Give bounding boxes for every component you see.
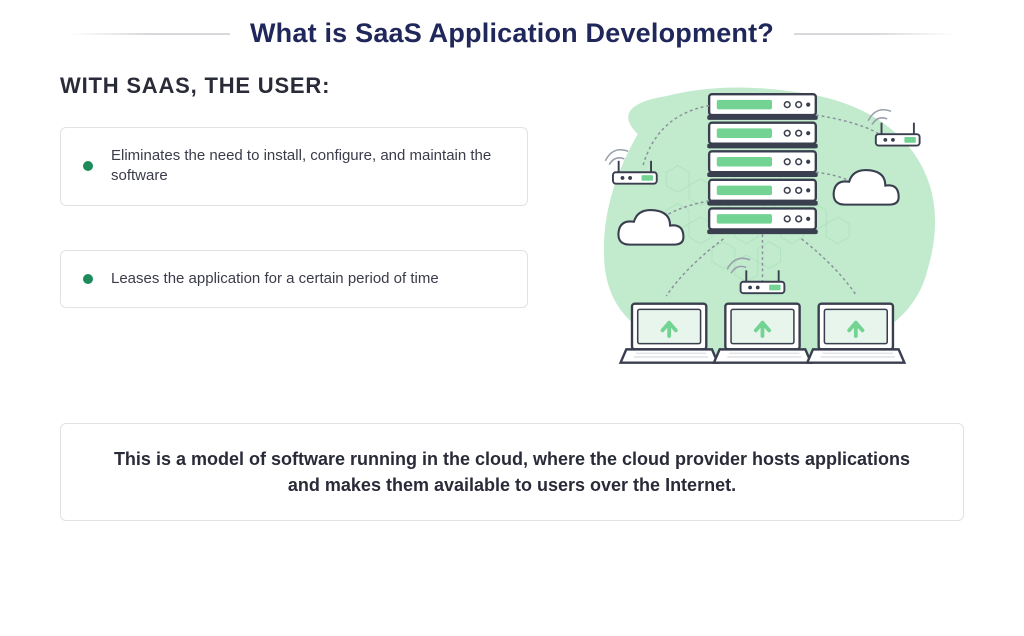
right-column [540, 73, 964, 391]
bullet-card: Eliminates the need to install, configur… [60, 127, 528, 206]
bullet-dot-icon [83, 161, 93, 171]
footer-card: This is a model of software running in t… [60, 423, 964, 521]
bullet-dot-icon [83, 274, 93, 284]
footer-text: This is a model of software running in t… [97, 446, 927, 498]
content-area: WITH SAAS, THE USER: Eliminates the need… [0, 73, 1024, 391]
bullet-text: Eliminates the need to install, configur… [111, 146, 505, 187]
page-title: What is SaaS Application Development? [250, 18, 774, 49]
title-divider-right [794, 33, 954, 35]
cloud-server-illustration [552, 77, 952, 391]
bullet-card: Leases the application for a certain per… [60, 250, 528, 308]
subheading: WITH SAAS, THE USER: [60, 73, 528, 99]
laptop-icon [621, 304, 718, 363]
laptop-icon [714, 304, 811, 363]
laptop-icon [807, 304, 904, 363]
bullet-text: Leases the application for a certain per… [111, 269, 439, 289]
page-container: What is SaaS Application Development? WI… [0, 0, 1024, 636]
server-stack-icon [707, 94, 817, 234]
left-column: WITH SAAS, THE USER: Eliminates the need… [60, 73, 528, 391]
title-row: What is SaaS Application Development? [0, 0, 1024, 73]
router-icon [876, 123, 920, 146]
title-divider-left [70, 33, 230, 35]
